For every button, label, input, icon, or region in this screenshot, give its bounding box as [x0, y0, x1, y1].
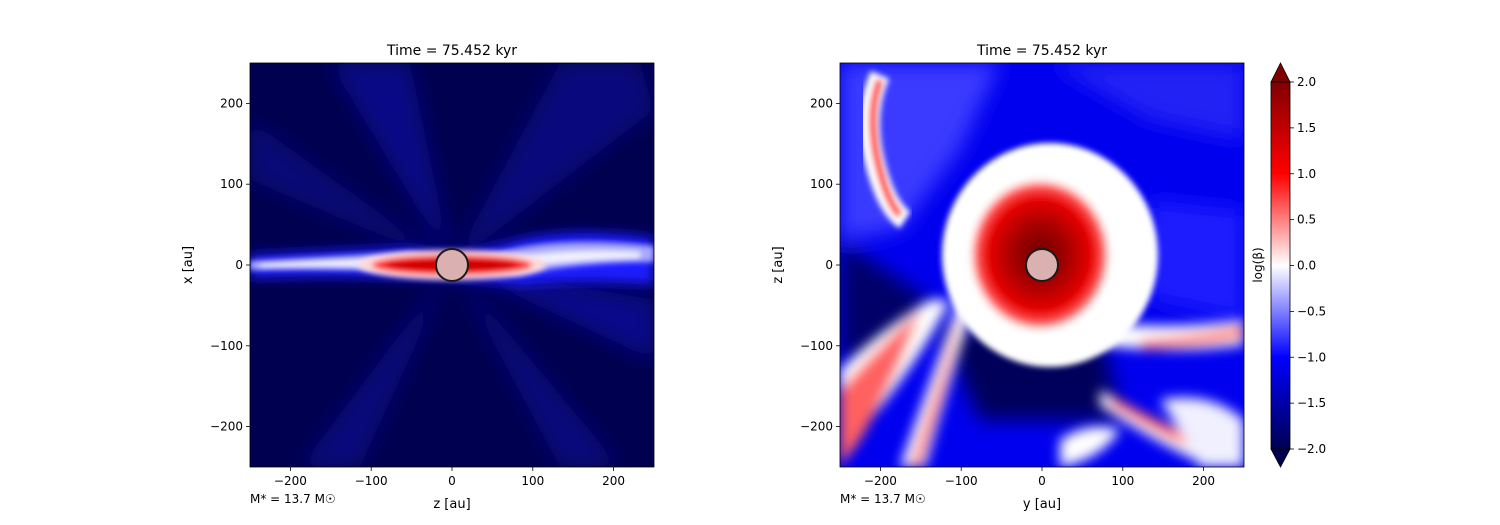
colorbar-tick-label: 1.0 — [1297, 167, 1316, 181]
panel-left-ticks: −200 −100 0 100 200 −200 −100 0 100 200 — [210, 96, 625, 488]
colorbar-tick-label: 2.0 — [1297, 75, 1316, 89]
panel-right-xtick-label: −100 — [945, 474, 978, 488]
panel-left-xtick-label: −200 — [274, 474, 307, 488]
panel-right-ytick-label: 200 — [810, 96, 833, 110]
colorbar-tick-label: −0.5 — [1297, 304, 1326, 318]
panel-right-ytick-label: −100 — [800, 339, 833, 353]
panel-left-xlabel: z [au] — [433, 497, 470, 512]
panel-right-ylabel: z [au] — [771, 246, 786, 283]
panel-left-xtick-label: 200 — [602, 474, 625, 488]
panel-left-xtick-label: −100 — [355, 474, 388, 488]
panel-right-xtick-label: 0 — [1038, 474, 1046, 488]
colorbar-gradient — [1271, 82, 1290, 449]
colorbar-tick-label: −1.5 — [1297, 396, 1326, 410]
panel-right: Time = 75.452 kyr — [771, 43, 1245, 512]
panel-right-ytick-label: 0 — [825, 258, 833, 272]
colorbar-tick-label: 0.0 — [1297, 259, 1316, 273]
colorbar-extend-top — [1270, 62, 1291, 83]
panel-right-ticks: −200 −100 0 100 200 −200 −100 0 100 200 — [800, 96, 1215, 488]
panel-left-ylabel: x [au] — [181, 246, 196, 284]
colorbar-tick-label: −2.0 — [1297, 442, 1326, 456]
panel-right-star — [1025, 248, 1059, 282]
panel-right-ytick-label: −200 — [800, 420, 833, 434]
panel-right-mass-annotation: M* = 13.7 M☉ — [840, 492, 926, 506]
colorbar-label: log(β) — [1251, 247, 1265, 282]
panel-left-xtick-label: 100 — [521, 474, 544, 488]
panel-right-heatmap — [840, 63, 1244, 467]
colorbar-tick-label: 1.5 — [1297, 121, 1316, 135]
panel-left-ytick-label: 100 — [220, 177, 243, 191]
colorbar-tick-label: 0.5 — [1297, 213, 1316, 227]
colorbar: −2.0 −1.5 −1.0 −0.5 0.0 0.5 1.0 1.5 2.0 log(β) — [1251, 62, 1326, 468]
colorbar-tick-label: −1.0 — [1297, 350, 1326, 364]
panel-right-xtick-label: 100 — [1111, 474, 1134, 488]
colorbar-extend-bottom — [1270, 448, 1291, 468]
panel-right-xlabel: y [au] — [1023, 497, 1061, 512]
panel-left: Time = 75.452 kyr — [181, 43, 655, 512]
panel-left-ytick-label: 200 — [220, 96, 243, 110]
panel-left-ytick-label: 0 — [235, 258, 243, 272]
panel-right-title: Time = 75.452 kyr — [976, 43, 1107, 59]
panel-left-star — [435, 248, 469, 282]
panel-right-ytick-label: 100 — [810, 177, 833, 191]
panel-right-xtick-label: 200 — [1192, 474, 1215, 488]
panel-left-title: Time = 75.452 kyr — [386, 43, 517, 59]
colorbar-ticks: −2.0 −1.5 −1.0 −0.5 0.0 0.5 1.0 1.5 2.0 — [1290, 75, 1326, 456]
panel-left-mass-annotation: M* = 13.7 M☉ — [250, 492, 336, 506]
panel-left-xtick-label: 0 — [448, 474, 456, 488]
panel-right-xtick-label: −200 — [864, 474, 897, 488]
panel-left-ytick-label: −100 — [210, 339, 243, 353]
panel-left-ytick-label: −200 — [210, 420, 243, 434]
